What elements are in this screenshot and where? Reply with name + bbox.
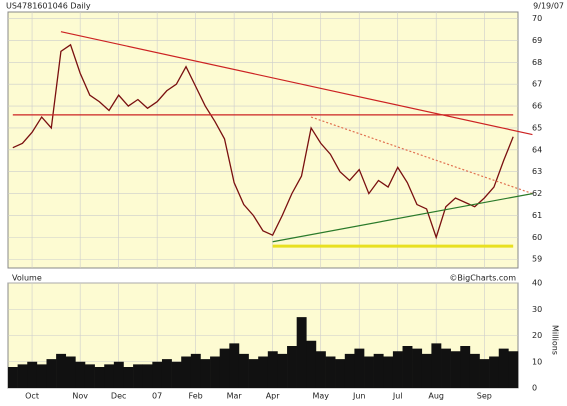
volume-bar	[383, 356, 394, 388]
volume-bar	[258, 356, 269, 388]
y-tick-label: 59	[532, 255, 542, 264]
x-tick-label: 07	[152, 392, 162, 401]
volume-bar	[94, 367, 105, 388]
volume-bar	[392, 351, 403, 388]
volume-bar	[113, 361, 124, 388]
y-tick-label: 70	[532, 14, 542, 23]
volume-bar	[133, 364, 144, 388]
volume-bar	[267, 351, 278, 388]
volume-bar	[489, 356, 500, 388]
y-tick-label: 40	[532, 279, 542, 288]
x-tick-label: Jun	[352, 392, 366, 401]
y-tick-label: 63	[532, 167, 542, 176]
volume-bar	[8, 367, 18, 388]
x-tick-label: May	[312, 392, 329, 401]
volume-bar	[315, 351, 326, 388]
volume-bar	[287, 346, 297, 388]
volume-bar	[498, 348, 509, 388]
y-tick-label: 69	[532, 36, 542, 45]
y-tick-label: 64	[532, 145, 542, 154]
volume-bar	[27, 361, 38, 388]
x-tick-label: Dec	[111, 392, 126, 401]
volume-bar	[36, 364, 47, 388]
volume-bar	[123, 367, 134, 388]
volume-bar	[200, 359, 211, 388]
x-tick-label: Mar	[227, 392, 243, 401]
copyright: ©BigCharts.com	[449, 274, 516, 283]
volume-bar	[65, 356, 76, 388]
volume-bar	[84, 364, 95, 388]
y-tick-label: 67	[532, 80, 542, 89]
volume-bar	[210, 356, 220, 388]
volume-bar	[421, 353, 432, 388]
volume-bar	[248, 359, 259, 388]
volume-bar	[364, 356, 374, 388]
y-axis-label: Millions	[551, 325, 560, 355]
volume-bar	[402, 346, 413, 388]
volume-bar	[238, 353, 249, 388]
volume-bar	[344, 353, 355, 388]
volume-bar	[335, 359, 346, 388]
volume-bar	[181, 356, 192, 388]
x-tick-label: Sep	[477, 392, 492, 401]
volume-bar	[431, 343, 442, 388]
trend-line	[272, 193, 533, 243]
volume-bar	[306, 340, 317, 388]
x-tick-label: Jul	[392, 392, 403, 401]
y-tick-label: 20	[532, 331, 542, 340]
price-line	[12, 43, 514, 240]
x-tick-label: Aug	[428, 392, 444, 401]
volume-bar	[229, 343, 240, 388]
y-tick-label: 30	[532, 305, 542, 314]
x-tick-label: Oct	[25, 392, 39, 401]
volume-bar	[104, 364, 115, 388]
volume-bar	[142, 364, 153, 388]
volume-bar	[441, 348, 451, 388]
volume-bar	[219, 348, 230, 388]
volume-bar	[17, 364, 28, 388]
y-tick-label: 62	[532, 189, 542, 198]
volume-bar	[412, 348, 423, 388]
y-tick-label: 60	[532, 233, 542, 242]
symbol: US4781601046 Daily	[6, 2, 91, 11]
volume-bar	[479, 359, 490, 388]
x-tick-label: Nov	[72, 392, 88, 401]
x-tick-label: Feb	[189, 392, 203, 401]
volume-bar	[75, 361, 86, 388]
volume-bar	[56, 353, 67, 388]
volume-bar	[373, 353, 384, 388]
volume-bar	[171, 361, 182, 388]
volume-bar	[296, 317, 307, 388]
y-tick-label: 0	[532, 384, 537, 393]
volume-title: Volume	[12, 274, 42, 283]
volume-bar	[354, 348, 365, 388]
y-tick-label: 65	[532, 123, 542, 132]
volume-bar	[161, 359, 172, 388]
y-tick-label: 10	[532, 357, 542, 366]
volume-bar	[460, 346, 471, 388]
volume-bar	[325, 356, 336, 388]
volume-bar	[450, 351, 461, 388]
volume-bar	[508, 351, 519, 388]
y-tick-label: 61	[532, 211, 542, 220]
y-tick-label: 66	[532, 102, 542, 111]
volume-bar	[190, 353, 201, 388]
volume-bar	[469, 353, 480, 388]
x-tick-label: Apr	[266, 392, 281, 401]
volume-bar	[277, 353, 288, 388]
volume-bar	[46, 359, 57, 388]
price-panel	[7, 11, 519, 269]
y-tick-label: 68	[532, 58, 542, 67]
trend-line	[60, 31, 533, 136]
volume-bar	[152, 361, 163, 388]
date: 9/19/07	[533, 2, 564, 11]
trend-line	[310, 116, 533, 195]
